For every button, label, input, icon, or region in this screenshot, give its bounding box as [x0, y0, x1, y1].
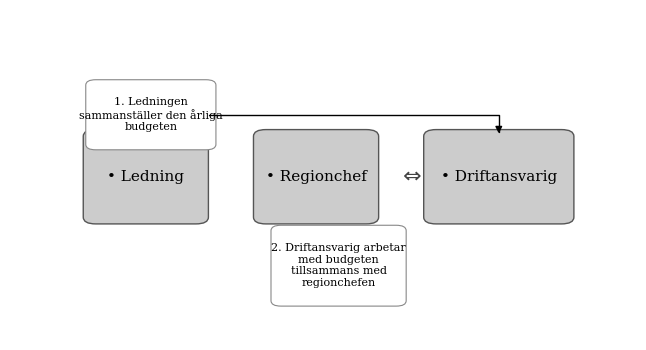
Text: 1. Ledningen
sammanställer den årliga
budgeten: 1. Ledningen sammanställer den årliga bu…: [79, 97, 223, 132]
FancyBboxPatch shape: [86, 80, 216, 150]
Text: 2. Driftansvarig arbetar
med budgeten
tillsammans med
regionchefen: 2. Driftansvarig arbetar med budgeten ti…: [271, 243, 406, 288]
Text: ⇔: ⇔: [403, 167, 421, 187]
Text: • Driftansvarig: • Driftansvarig: [441, 170, 557, 184]
FancyBboxPatch shape: [424, 130, 574, 224]
FancyBboxPatch shape: [83, 130, 209, 224]
FancyBboxPatch shape: [271, 225, 406, 306]
Text: • Regionchef: • Regionchef: [266, 170, 366, 184]
Text: • Ledning: • Ledning: [107, 170, 184, 184]
FancyBboxPatch shape: [253, 130, 379, 224]
